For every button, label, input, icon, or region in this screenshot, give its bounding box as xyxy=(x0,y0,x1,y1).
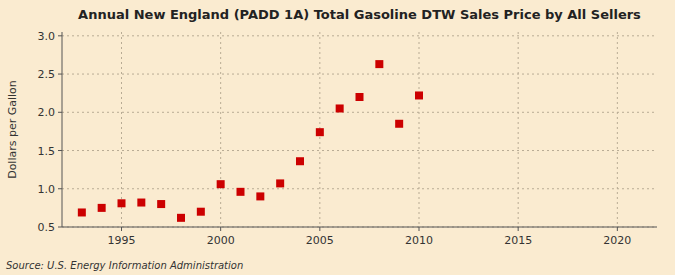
y-axis-line xyxy=(62,32,63,227)
point xyxy=(356,93,364,101)
x-grid-line xyxy=(617,32,618,227)
y-tick xyxy=(58,227,62,228)
x-tick xyxy=(419,227,420,231)
y-grid-line xyxy=(62,112,657,113)
grid xyxy=(62,32,657,227)
point xyxy=(137,199,145,207)
y-grid-line xyxy=(62,74,657,75)
point xyxy=(118,199,126,207)
y-tick xyxy=(58,150,62,151)
point xyxy=(78,208,86,216)
x-tick xyxy=(220,227,221,231)
x-tick xyxy=(121,227,122,231)
x-tick-label: 2000 xyxy=(207,234,235,247)
x-grid-line xyxy=(518,32,519,227)
point xyxy=(415,91,423,99)
x-tick-label: 2020 xyxy=(603,234,631,247)
point xyxy=(375,60,383,68)
x-tick-label: 2010 xyxy=(405,234,433,247)
y-tick xyxy=(58,188,62,189)
point xyxy=(316,128,324,136)
x-tick-label: 2005 xyxy=(306,234,334,247)
point xyxy=(217,180,225,188)
chart: 0.5 1.0 1.5 2.0 2.5 3.0 1995 2000 2005 2010 2015 20… xyxy=(0,0,675,275)
point xyxy=(296,157,304,165)
x-tick xyxy=(518,227,519,231)
y-tick-label: 3.0 xyxy=(38,30,56,43)
x-tick xyxy=(319,227,320,231)
point xyxy=(177,214,185,222)
y-tick xyxy=(58,74,62,75)
axes: 0.5 1.0 1.5 2.0 2.5 3.0 1995 2000 2005 2010 2015 20… xyxy=(38,30,658,247)
x-tick-label: 2015 xyxy=(504,234,532,247)
point xyxy=(157,200,165,208)
y-tick xyxy=(58,112,62,113)
points xyxy=(78,60,423,222)
point xyxy=(98,204,106,212)
source-annotation: Source: U.S. Energy Information Administ… xyxy=(6,260,243,271)
y-tick-label: 2.0 xyxy=(38,106,56,119)
x-tick xyxy=(617,227,618,231)
point xyxy=(395,120,403,128)
y-axis-label: Dollars per Gallon xyxy=(6,80,19,179)
x-grid-line xyxy=(220,32,221,227)
y-tick-label: 1.0 xyxy=(38,183,56,196)
x-grid-line xyxy=(419,32,420,227)
y-grid-line xyxy=(62,150,657,151)
title: Annual New England (PADD 1A) Total Gasol… xyxy=(78,7,641,22)
x-tick-label: 1995 xyxy=(108,234,136,247)
y-tick-label: 0.5 xyxy=(38,221,56,234)
y-tick xyxy=(58,35,62,36)
y-grid-line xyxy=(62,227,657,228)
y-tick-label: 1.5 xyxy=(38,145,56,158)
point xyxy=(276,179,284,187)
y-tick-label: 2.5 xyxy=(38,68,56,81)
y-grid-line xyxy=(62,35,657,36)
x-axis-line xyxy=(62,227,657,228)
point xyxy=(256,192,264,200)
point xyxy=(336,104,344,112)
point xyxy=(237,188,245,196)
x-grid-line xyxy=(121,32,122,227)
point xyxy=(197,208,205,216)
y-grid-line xyxy=(62,188,657,189)
